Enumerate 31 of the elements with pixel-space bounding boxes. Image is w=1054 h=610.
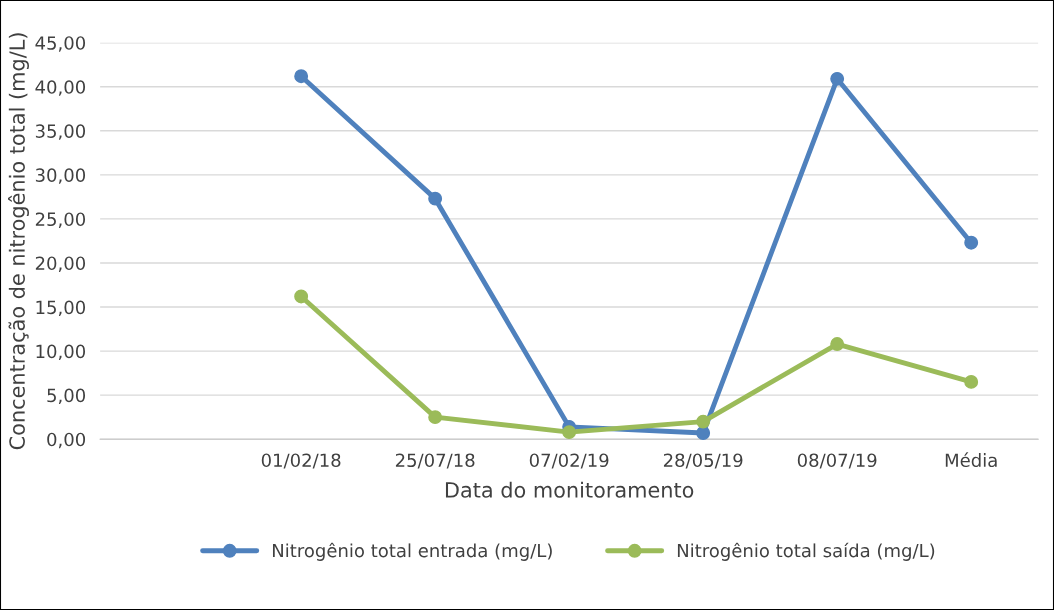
point [696,426,711,440]
point [964,374,979,389]
y-axis-title: Concentração de nitrogênio total (mg/L) [8,33,29,450]
y-tick-label: 0,00 [47,432,86,449]
y-tick-label: 30,00 [35,168,86,184]
legend-label: Nitrogênio total entrada (mg/L) [272,542,552,561]
y-tick-label: 40,00 [35,80,86,96]
point [428,191,443,206]
point [964,235,979,250]
x-axis-title: Data do monitoramento [445,481,694,498]
point [294,289,309,304]
x-tick-label: 01/02/18 [261,453,341,469]
legend-label: Nitrogênio total saída (mg/L) [677,542,935,561]
x-tick-label: 08/07/19 [797,453,877,469]
y-tick-label: 15,00 [36,300,86,316]
y-tick-label: 35,00 [35,124,86,140]
point [830,337,845,351]
y-tick-label: 45,00 [35,36,86,52]
y-tick-label: 5,00 [47,388,86,405]
y-tick-label: 10,00 [36,344,86,361]
x-tick-label: Média [945,452,997,468]
y-tick-label: 25,00 [35,212,86,228]
x-tick-label: 07/02/19 [529,453,609,469]
point [428,410,443,425]
x-tick-label: 25/07/18 [395,453,475,469]
point [696,414,711,429]
x-tick-label: 28/05/19 [663,453,743,469]
point [294,69,309,84]
point [562,425,577,440]
y-tick-label: 20,00 [35,256,86,272]
point [830,71,845,86]
